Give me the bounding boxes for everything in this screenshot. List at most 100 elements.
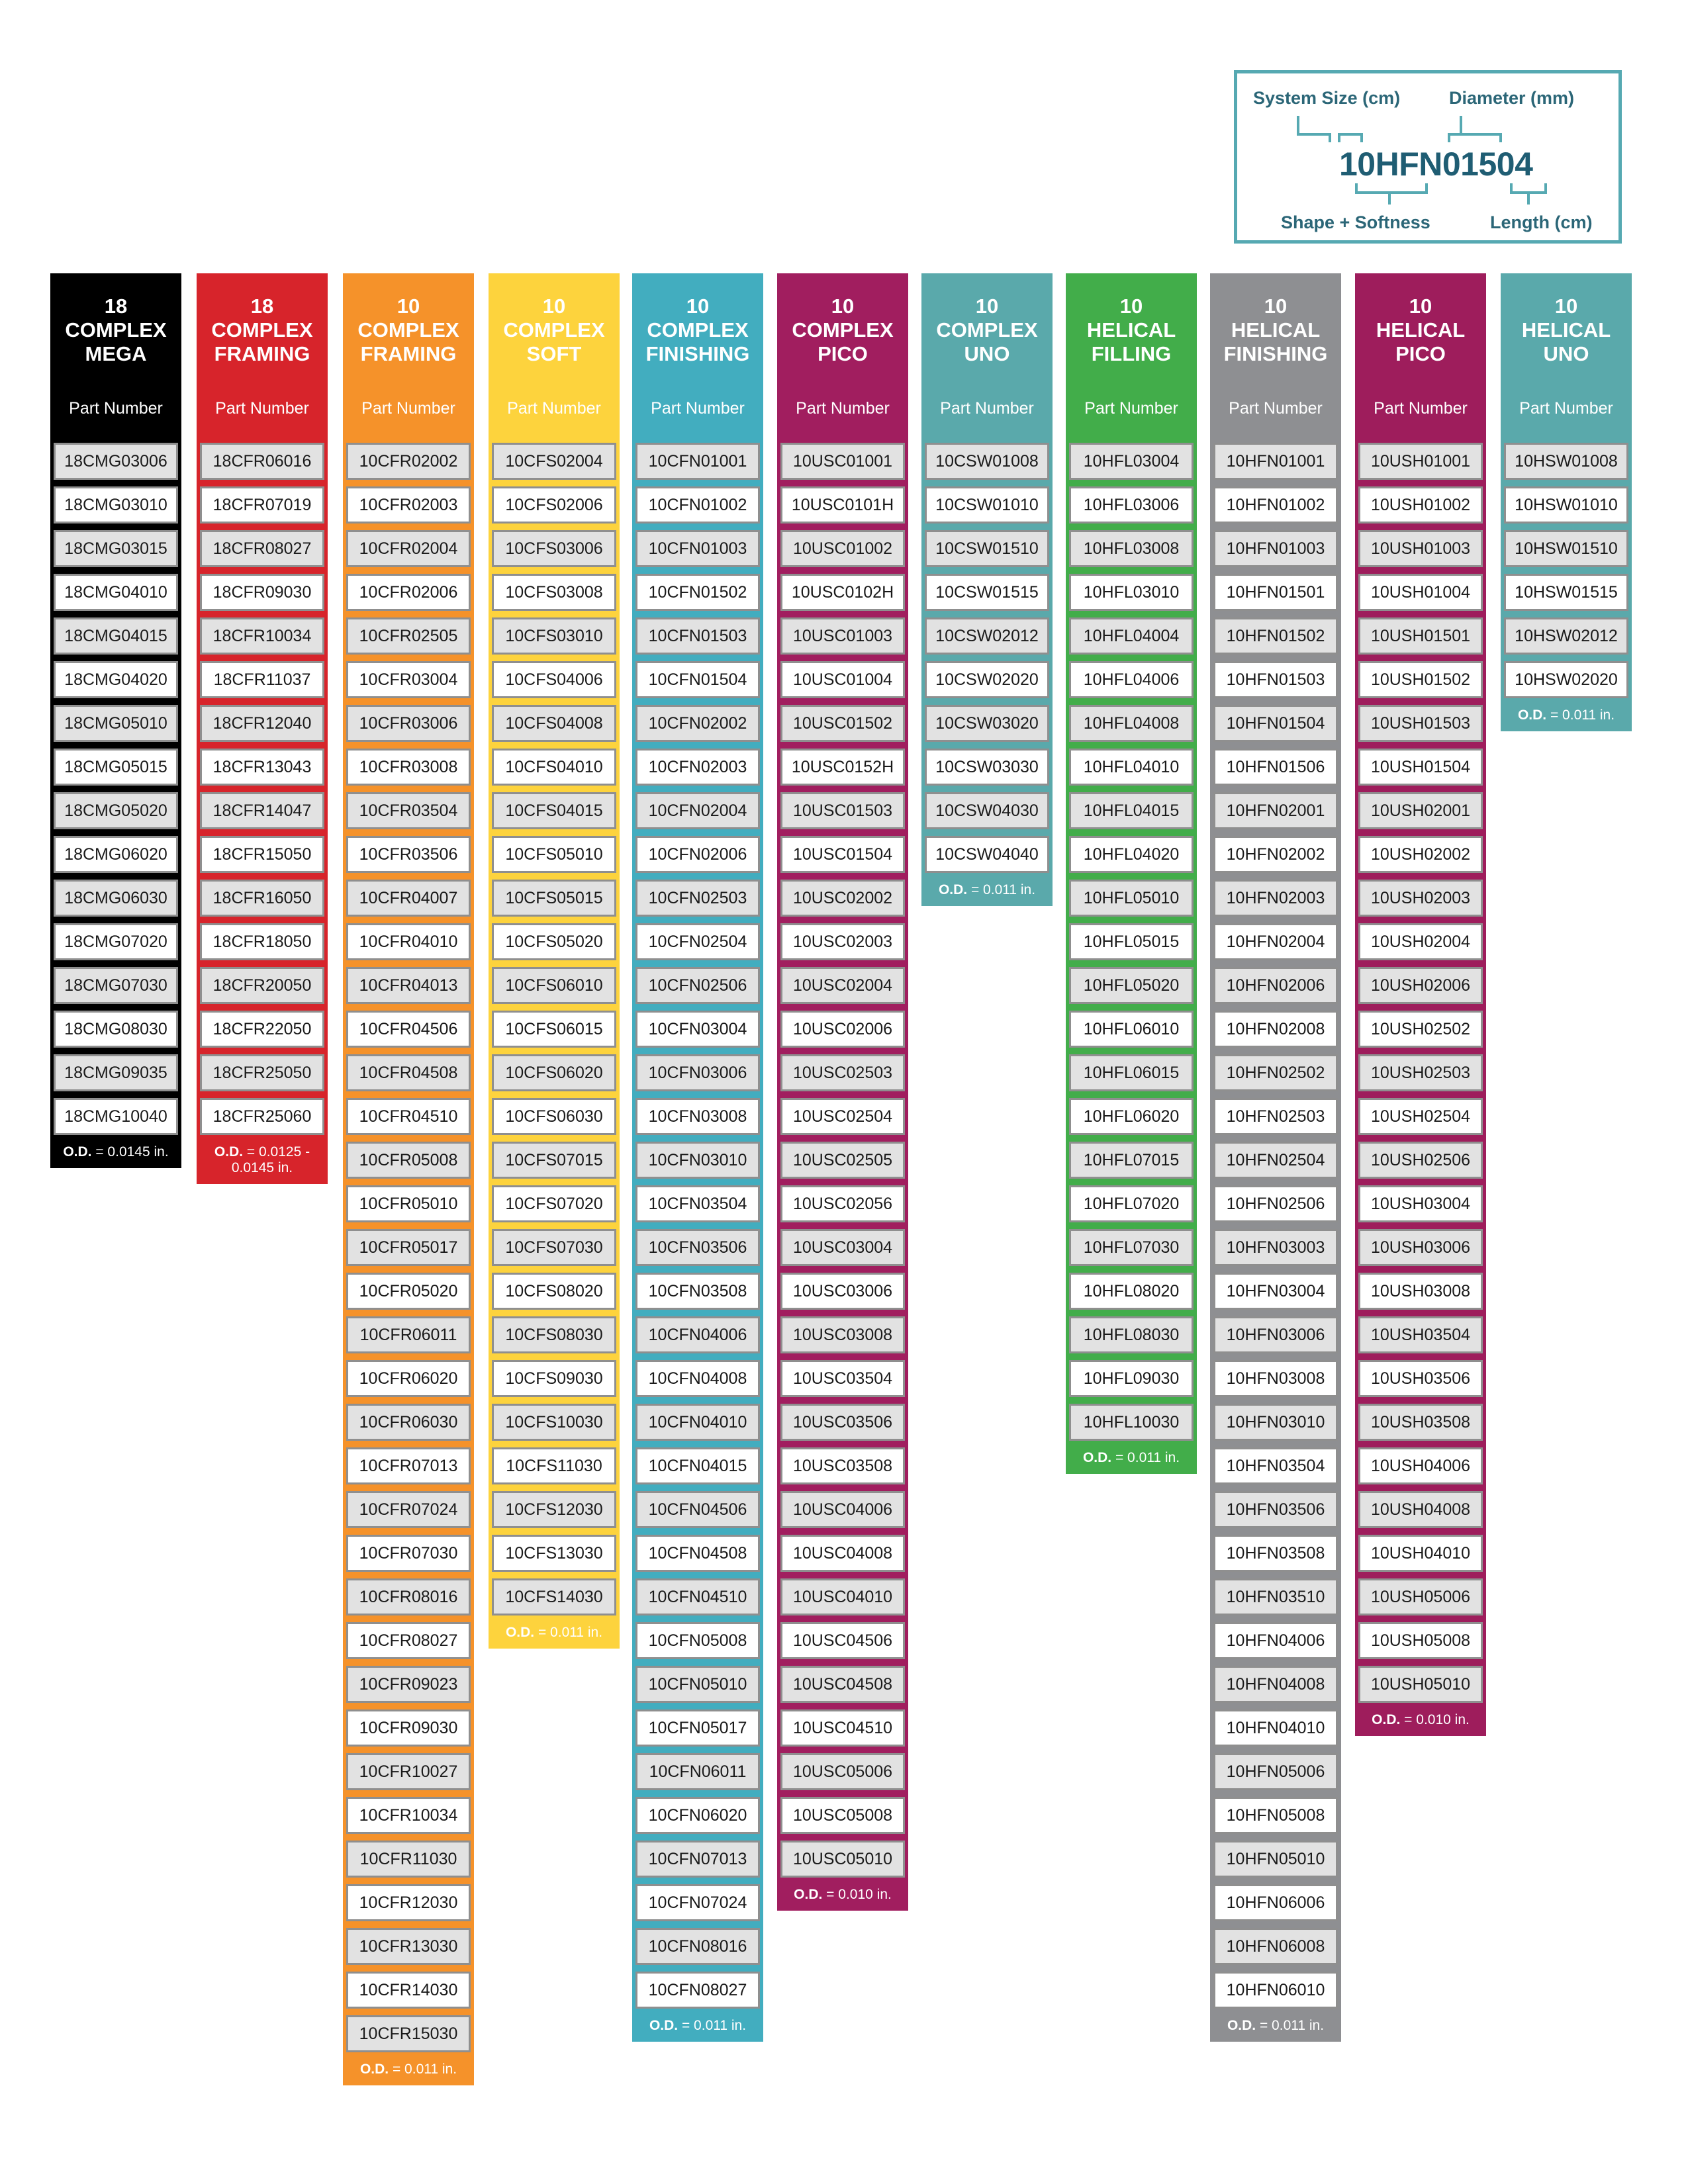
part-number-cell: 18CFR09030 [200, 574, 324, 611]
part-number-cell: 10HFL03008 [1069, 530, 1194, 567]
part-number-cell: 10CSW01510 [925, 530, 1049, 567]
part-number-cell: 10CFR05008 [346, 1142, 471, 1179]
column-type: HELICAL [1521, 318, 1611, 341]
part-number-cell: 18CMG05015 [54, 749, 178, 786]
part-number-cell: 10CFN03010 [635, 1142, 760, 1179]
part-number-cell: 10CFR10034 [346, 1797, 471, 1834]
part-number-cell: 10HFN01003 [1213, 530, 1338, 567]
part-number-cell: 10HFN05010 [1213, 1841, 1338, 1878]
part-number-cell: 10HSW01515 [1504, 574, 1628, 611]
part-number-cell: 10CFN02506 [635, 967, 760, 1004]
column-type: HELICAL [1086, 318, 1176, 341]
part-number-cell: 10USC0102H [780, 574, 905, 611]
part-number-cell: 10HFL06010 [1069, 1011, 1194, 1048]
part-number-cell: 10USC02504 [780, 1098, 905, 1135]
part-number-cell: 10CFS03008 [492, 574, 616, 611]
part-number-cell: 10USH05010 [1358, 1666, 1483, 1703]
part-number-cell: 10CFR08027 [346, 1622, 471, 1659]
part-number-cell: 10CFR07030 [346, 1535, 471, 1572]
part-number-cell: 10HFL04008 [1069, 705, 1194, 742]
column-type: HELICAL [1231, 318, 1321, 341]
part-number-cell: 10CFN01003 [635, 530, 760, 567]
od-label: O.D. [1227, 2018, 1256, 2033]
part-number-cell: 10USC04010 [780, 1578, 905, 1615]
part-number-cell: 10CFR02006 [346, 574, 471, 611]
part-number-cell: 10USH01004 [1358, 574, 1483, 611]
part-number-cell: 10HSW01010 [1504, 486, 1628, 523]
column-header: 10 COMPLEX UNO Part Number [921, 273, 1053, 439]
part-number-cell: 10HFN01501 [1213, 574, 1338, 611]
column-size: 10 [686, 295, 710, 318]
column-size: 10 [1554, 295, 1578, 318]
column-header: 10 COMPLEX PICO Part Number [777, 273, 908, 439]
column-title: 10 HELICAL UNO [1501, 295, 1632, 366]
part-number-cell: 10CSW04040 [925, 836, 1049, 873]
part-number-cell: 10CFR06030 [346, 1404, 471, 1441]
column-name: SOFT [526, 342, 582, 365]
part-number-cell: 10HFN06006 [1213, 1884, 1338, 1921]
part-number-cell: 10HFL05015 [1069, 923, 1194, 960]
column-size: 10 [542, 295, 566, 318]
part-number-cell: 10HFN02004 [1213, 923, 1338, 960]
part-number-cell: 18CFR20050 [200, 967, 324, 1004]
product-column: 18 COMPLEX FRAMING Part Number 18CFR06016 18C… [197, 273, 328, 1184]
part-number-cell: 10HFN01002 [1213, 486, 1338, 523]
column-title: 10 COMPLEX PICO [777, 295, 908, 366]
part-number-cell: 10USH02504 [1358, 1098, 1483, 1135]
part-number-cell: 18CMG06030 [54, 880, 178, 917]
part-number-cell: 18CFR14047 [200, 792, 324, 829]
part-number-cell: 10HFN02001 [1213, 792, 1338, 829]
part-number-cell: 10CFR04508 [346, 1054, 471, 1091]
part-number-cell: 10HFN03510 [1213, 1578, 1338, 1615]
part-number-cell: 10CFR03504 [346, 792, 471, 829]
od-label: O.D. [214, 1144, 244, 1160]
part-number-cell: 10HFL04004 [1069, 617, 1194, 655]
od-value: = 0.0145 in. [95, 1144, 169, 1160]
part-number-cell: 18CMG07020 [54, 923, 178, 960]
od-value: = 0.011 in. [1115, 1450, 1180, 1465]
part-number-cell: 10USH04010 [1358, 1535, 1483, 1572]
part-number-cell: 10CFN03008 [635, 1098, 760, 1135]
part-number-cell: 10CFN04508 [635, 1535, 760, 1572]
part-number-cell: 10CSW02020 [925, 661, 1049, 698]
part-number-cell: 18CFR06016 [200, 443, 324, 480]
part-number-cell: 10CFN03504 [635, 1185, 760, 1222]
part-number-cell: 10HFN02504 [1213, 1142, 1338, 1179]
part-number-cell: 10CFS04010 [492, 749, 616, 786]
part-number-cell: 10CFR05020 [346, 1273, 471, 1310]
part-number-cell: 10CFR03008 [346, 749, 471, 786]
part-number-cell: 10USC03004 [780, 1229, 905, 1266]
part-number-cell: 10CSW01008 [925, 443, 1049, 480]
column-title: 18 COMPLEX FRAMING [197, 295, 328, 366]
part-number-cell: 10CFS10030 [492, 1404, 616, 1441]
column-header: 18 COMPLEX FRAMING Part Number [197, 273, 328, 439]
part-number-cell: 10CFR07013 [346, 1447, 471, 1484]
part-number-cell: 10USC02002 [780, 880, 905, 917]
part-number-cell: 10HFL07030 [1069, 1229, 1194, 1266]
od-value: = 0.011 in. [1259, 2018, 1325, 2033]
legend-brackets [1297, 116, 1547, 205]
part-number-label: Part Number [215, 399, 309, 418]
part-number-cell: 10USC01502 [780, 705, 905, 742]
column-title: 18 COMPLEX MEGA [50, 295, 181, 366]
part-number-cell: 18CMG06020 [54, 836, 178, 873]
part-number-cell: 10CFR03006 [346, 705, 471, 742]
part-number-cell: 10HFN03004 [1213, 1273, 1338, 1310]
part-number-cell: 18CFR16050 [200, 880, 324, 917]
column-title: 10 COMPLEX FINISHING [632, 295, 763, 366]
part-number-cell: 10HFN05006 [1213, 1753, 1338, 1790]
part-number-label: Part Number [507, 399, 601, 418]
part-number-cell: 10HFL08030 [1069, 1316, 1194, 1353]
column-size: 10 [1264, 295, 1288, 318]
part-number-cell: 10USH04008 [1358, 1491, 1483, 1528]
part-number-cell: 10CFR09023 [346, 1666, 471, 1703]
outer-diameter-note: O.D. = 0.010 in. [1355, 1709, 1486, 1736]
part-number-cell: 10USC02006 [780, 1011, 905, 1048]
od-label: O.D. [794, 1887, 823, 1902]
outer-diameter-note: O.D. = 0.0125 - 0.0145 in. [197, 1142, 328, 1184]
part-number-cell: 10CFN01503 [635, 617, 760, 655]
part-number-cell: 10CFR02003 [346, 486, 471, 523]
column-name: UNO [964, 342, 1010, 365]
part-number-cell: 18CMG04010 [54, 574, 178, 611]
part-number-label: Part Number [361, 399, 455, 418]
